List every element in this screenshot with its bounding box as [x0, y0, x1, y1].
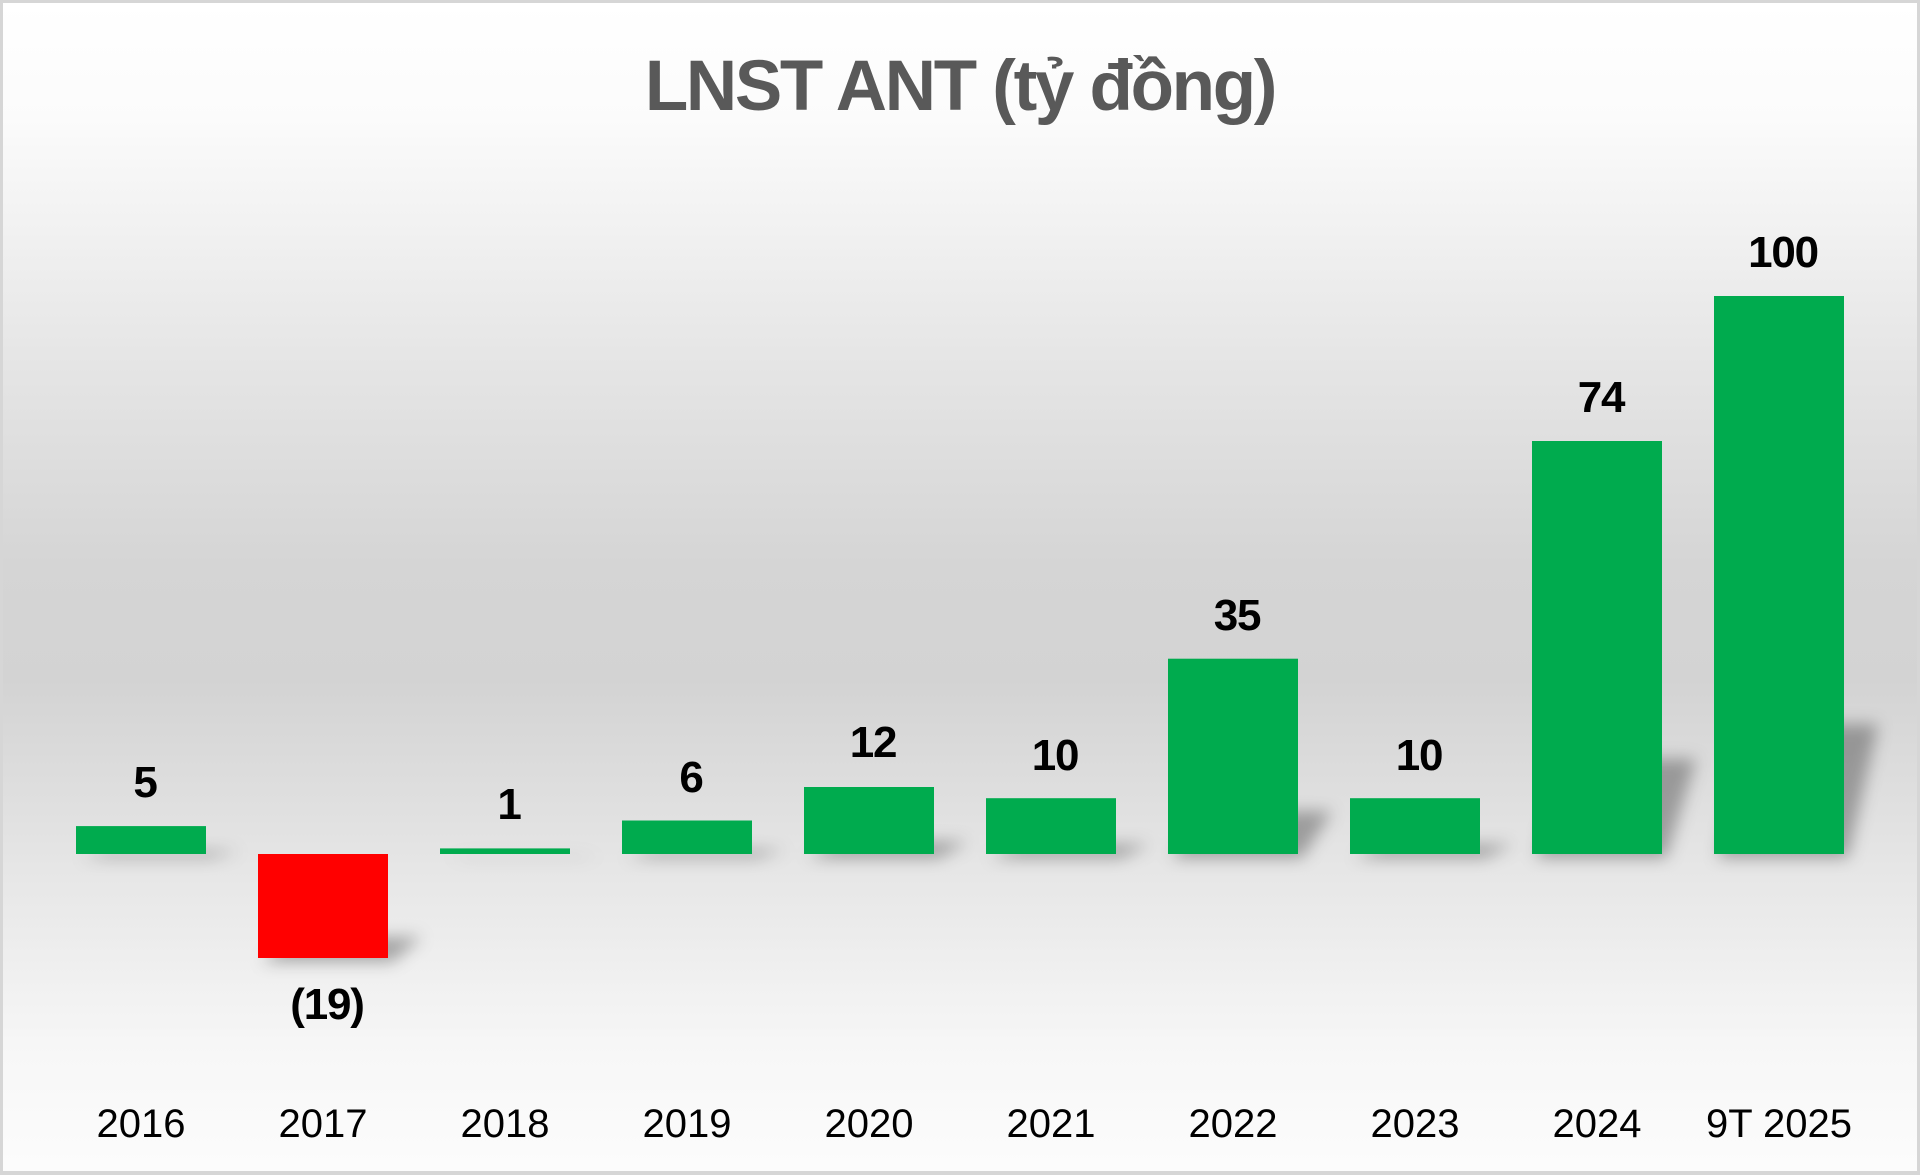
svg-text:12: 12 — [850, 718, 897, 767]
svg-text:9T 2025: 9T 2025 — [1706, 1102, 1852, 1146]
svg-text:74: 74 — [1578, 373, 1626, 422]
svg-text:(19): (19) — [290, 980, 363, 1029]
svg-text:35: 35 — [1214, 591, 1261, 640]
svg-text:10: 10 — [1032, 731, 1079, 780]
svg-text:2016: 2016 — [97, 1102, 186, 1146]
svg-text:2020: 2020 — [825, 1102, 914, 1146]
svg-text:2022: 2022 — [1189, 1102, 1278, 1146]
svg-text:2019: 2019 — [643, 1102, 732, 1146]
svg-text:10: 10 — [1396, 731, 1443, 780]
svg-text:2023: 2023 — [1371, 1102, 1460, 1146]
svg-text:2021: 2021 — [1007, 1102, 1096, 1146]
svg-text:100: 100 — [1748, 228, 1818, 277]
svg-text:5: 5 — [133, 758, 157, 807]
svg-text:2017: 2017 — [279, 1102, 368, 1146]
svg-text:2018: 2018 — [461, 1102, 550, 1146]
svg-text:1: 1 — [497, 780, 521, 829]
svg-text:6: 6 — [679, 753, 702, 802]
svg-text:LNST ANT (tỷ đồng): LNST ANT (tỷ đồng) — [645, 47, 1275, 126]
svg-text:2024: 2024 — [1553, 1102, 1642, 1146]
